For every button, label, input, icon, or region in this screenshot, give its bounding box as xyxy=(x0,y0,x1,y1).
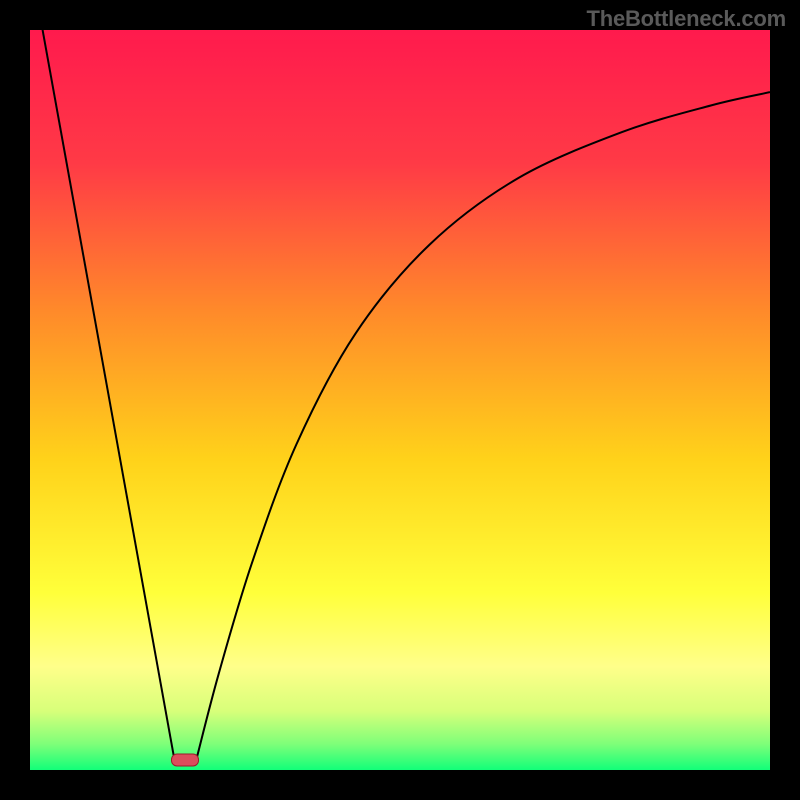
plot-area xyxy=(30,30,770,770)
chart-container: { "watermark": { "text": "TheBottleneck.… xyxy=(0,0,800,800)
curve-left-branch xyxy=(43,30,175,759)
curve-layer xyxy=(30,30,770,770)
watermark-text: TheBottleneck.com xyxy=(586,6,786,32)
curve-right-branch xyxy=(197,92,771,759)
minimum-marker xyxy=(171,753,199,766)
